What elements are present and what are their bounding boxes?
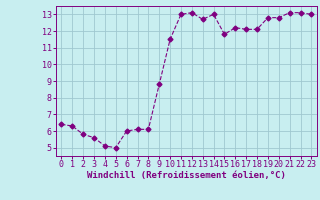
- X-axis label: Windchill (Refroidissement éolien,°C): Windchill (Refroidissement éolien,°C): [87, 171, 286, 180]
